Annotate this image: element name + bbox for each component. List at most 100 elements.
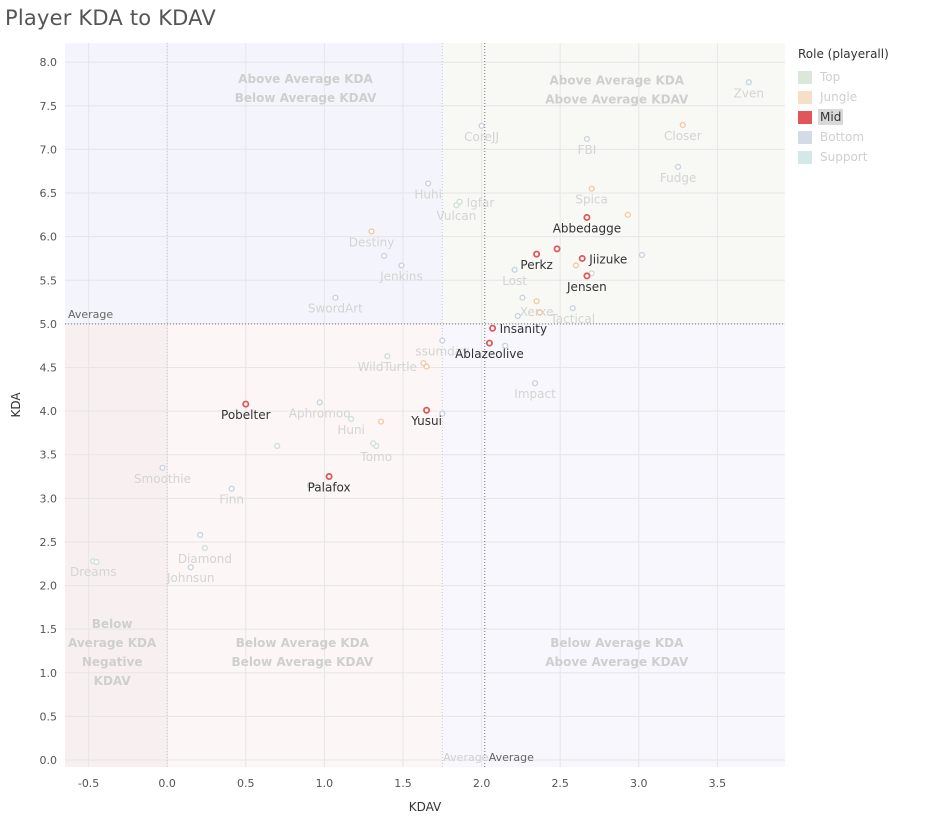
legend-label: Bottom: [820, 130, 865, 144]
point-label: Tactical: [549, 312, 595, 326]
legend-swatch: [798, 150, 812, 164]
x-tick-label: -0.5: [78, 777, 99, 790]
legend-item-bottom[interactable]: Bottom: [798, 127, 933, 147]
legend-swatch: [798, 130, 812, 144]
point-bottom: [425, 180, 432, 187]
point-label: Finn: [219, 493, 244, 507]
point-top: [93, 558, 100, 566]
point-label: Jenkins: [379, 269, 423, 283]
legend-item-top[interactable]: Top: [798, 67, 933, 87]
point-label: Tomo: [359, 450, 392, 464]
point-bottom: [511, 266, 518, 273]
quadrant-label-line: Above Average KDAV: [545, 93, 689, 107]
quadrant-label-line: Negative: [82, 655, 143, 669]
point-mid: [423, 406, 431, 414]
y-axis-label: KDA: [9, 392, 23, 418]
y-tick-label: 3.5: [40, 449, 58, 462]
axis-ticks: -0.5 0.0 0.5 1.0 1.5 2.0 2.5 3.0 3.5 0.0 0.5 1.0 1.5…: [40, 56, 727, 790]
point-bottom: [583, 135, 591, 143]
x-tick-label: 3.0: [630, 777, 648, 790]
y-tick-label: 2.0: [40, 580, 58, 593]
region-upper-right: [442, 43, 785, 324]
point-bottom: [439, 410, 446, 417]
legend-item-jungle[interactable]: Jungle: [798, 87, 933, 107]
point-label: Jensen: [566, 280, 607, 294]
point-bottom: [439, 337, 446, 344]
region-negative: [65, 323, 168, 767]
point-jungle: [377, 418, 385, 425]
point-jungle: [368, 228, 375, 235]
legend: Role (playerall) Top Jungle Mid Bottom Suppo…: [798, 47, 933, 167]
y-tick-label: 5.0: [40, 318, 58, 331]
y-tick-label: 4.5: [40, 361, 58, 374]
point-top: [453, 202, 460, 209]
point-mid: [583, 272, 591, 280]
point-bottom: [187, 564, 194, 571]
point-bottom: [569, 305, 576, 312]
point-label: Ablazeolive: [455, 347, 524, 361]
point-label: Aphromoo: [289, 406, 351, 420]
point-bottom: [307, 482, 314, 489]
point-label: ssumday: [415, 344, 469, 358]
point-bottom: [332, 294, 339, 301]
point-bottom: [197, 531, 204, 539]
quadrant-label-line: Below Average KDAV: [232, 655, 374, 669]
y-tick-label: 5.5: [40, 274, 58, 287]
x-axis-label: KDAV: [409, 800, 442, 814]
point-label: Huhi: [414, 187, 442, 201]
point-label: Perkz: [520, 258, 552, 272]
legend-item-support[interactable]: Support: [798, 147, 933, 167]
reference-label-x: Average: [489, 751, 534, 764]
point-mid: [489, 324, 497, 332]
point-bottom: [502, 342, 509, 349]
quadrant-label-line: Below Average KDA: [550, 636, 684, 650]
point-bottom: [514, 312, 521, 320]
quadrant-regions: [65, 43, 785, 767]
point-jungle: [536, 309, 543, 316]
x-tick-label: 1.5: [394, 777, 412, 790]
chart-title: Player KDA to KDAV: [5, 6, 216, 30]
point-mid: [325, 473, 333, 481]
point-label: Lost: [502, 274, 527, 288]
quadrant-label-line: KDAV: [94, 674, 132, 688]
point-jungle: [588, 185, 595, 192]
legend-swatch: [798, 90, 812, 104]
legend-label: Jungle: [820, 90, 858, 104]
x-tick-label: 2.0: [473, 777, 491, 790]
y-tick-label: 3.0: [40, 492, 58, 505]
point-jungle: [624, 211, 631, 218]
point-bottom: [381, 252, 388, 259]
y-tick-label: 7.0: [40, 143, 58, 156]
point-label: Closer: [664, 129, 702, 143]
reference-label-x: Average: [443, 751, 488, 764]
quadrant-label-line: Above Average KDA: [550, 74, 685, 88]
point-mid: [553, 245, 561, 253]
quadrant-label-line: Above Average KDA: [238, 72, 373, 86]
y-tick-label: 1.5: [40, 623, 58, 636]
point-label: Zven: [734, 86, 764, 100]
point-bottom: [398, 262, 405, 269]
legend-item-mid[interactable]: Mid: [798, 107, 933, 127]
x-tick-label: 2.5: [551, 777, 569, 790]
point-bottom: [159, 464, 166, 471]
point-label: Palafox: [308, 481, 351, 495]
y-tick-label: 6.0: [40, 231, 58, 244]
point-label: Dreams: [70, 565, 117, 579]
y-tick-label: 8.0: [40, 56, 58, 69]
point-bottom: [478, 122, 485, 129]
point-mid: [533, 250, 541, 258]
legend-label: Mid: [818, 109, 844, 125]
point-label: Vulcan: [436, 209, 476, 223]
quadrant-label-line: Above Average KDAV: [545, 655, 689, 669]
point-mid: [242, 400, 250, 408]
point-label: Spica: [575, 193, 608, 207]
point-top: [384, 353, 391, 360]
point-label: Impact: [514, 387, 556, 401]
x-tick-label: 3.5: [709, 777, 727, 790]
point-label: Smoothie: [134, 472, 191, 486]
point-label: Pobelter: [221, 408, 271, 422]
region-upper-left: [65, 43, 443, 324]
x-tick-label: 0.0: [158, 777, 176, 790]
